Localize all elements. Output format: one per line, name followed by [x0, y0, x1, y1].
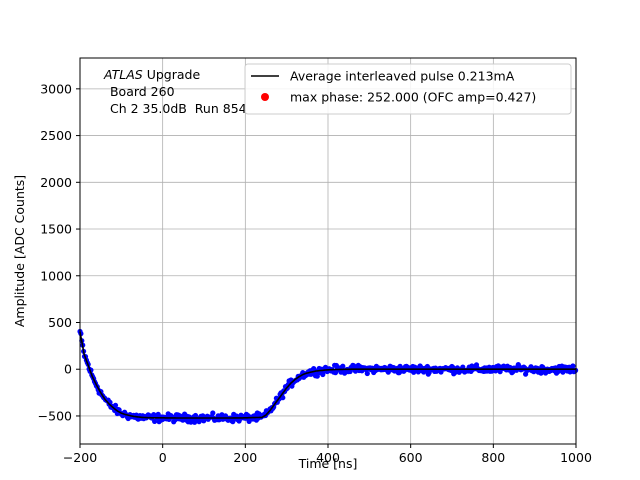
x-axis-label: Time [ns]: [298, 456, 358, 471]
x-tick-label: 1000: [560, 450, 592, 465]
data-point: [155, 411, 161, 417]
y-tick-label: 1500: [40, 222, 72, 237]
data-point: [112, 402, 119, 408]
x-tick-label: 0: [159, 450, 167, 465]
y-tick-label: 0: [64, 362, 72, 377]
x-axis: −200 0 200 400 600 800 1000: [63, 444, 592, 465]
y-axis-label: Amplitude [ADC Counts]: [12, 175, 27, 327]
x-tick-label: −200: [63, 450, 97, 465]
data-point: [347, 368, 353, 375]
data-point: [192, 412, 199, 419]
y-tick-label: 500: [48, 315, 72, 330]
data-point: [364, 370, 370, 377]
annotation-line-1: ATLAS Upgrade: [103, 67, 200, 82]
x-tick-label: 400: [316, 450, 340, 465]
legend: Average interleaved pulse 0.213mA max ph…: [244, 63, 572, 115]
data-point: [210, 410, 216, 416]
x-tick-label: 600: [399, 450, 423, 465]
data-point: [152, 418, 158, 424]
y-tick-label: 2500: [40, 128, 72, 143]
x-tick-label: 200: [233, 450, 257, 465]
annotation-atlas: ATLAS: [103, 67, 143, 82]
y-tick-label: 2000: [40, 175, 72, 190]
y-tick-label: 1000: [40, 268, 72, 283]
annotation-upgrade: Upgrade: [143, 67, 201, 82]
y-tick-label: −500: [38, 408, 72, 423]
data-point: [280, 395, 286, 401]
atlas-annotation: ATLAS Upgrade Board 260 Ch 2 35.0dB Run …: [103, 67, 247, 116]
y-tick-label: 3000: [40, 81, 72, 96]
data-point: [570, 363, 576, 369]
data-point: [314, 373, 320, 379]
x-tick-label: 800: [481, 450, 505, 465]
annotation-line-3: Ch 2 35.0dB Run 854: [106, 101, 247, 116]
annotation-line-2: Board 260: [106, 84, 175, 99]
data-point: [340, 363, 346, 369]
legend-marker-swatch: [261, 93, 269, 101]
legend-entry-average-pulse: Average interleaved pulse 0.213mA: [290, 69, 515, 84]
average-pulse-line: [79, 331, 576, 419]
legend-entry-max-phase: max phase: 252.000 (OFC amp=0.427): [290, 90, 536, 105]
legend-box: [244, 63, 572, 115]
y-axis: −500 0 500 1000 1500 2000 2500 3000: [38, 81, 80, 423]
